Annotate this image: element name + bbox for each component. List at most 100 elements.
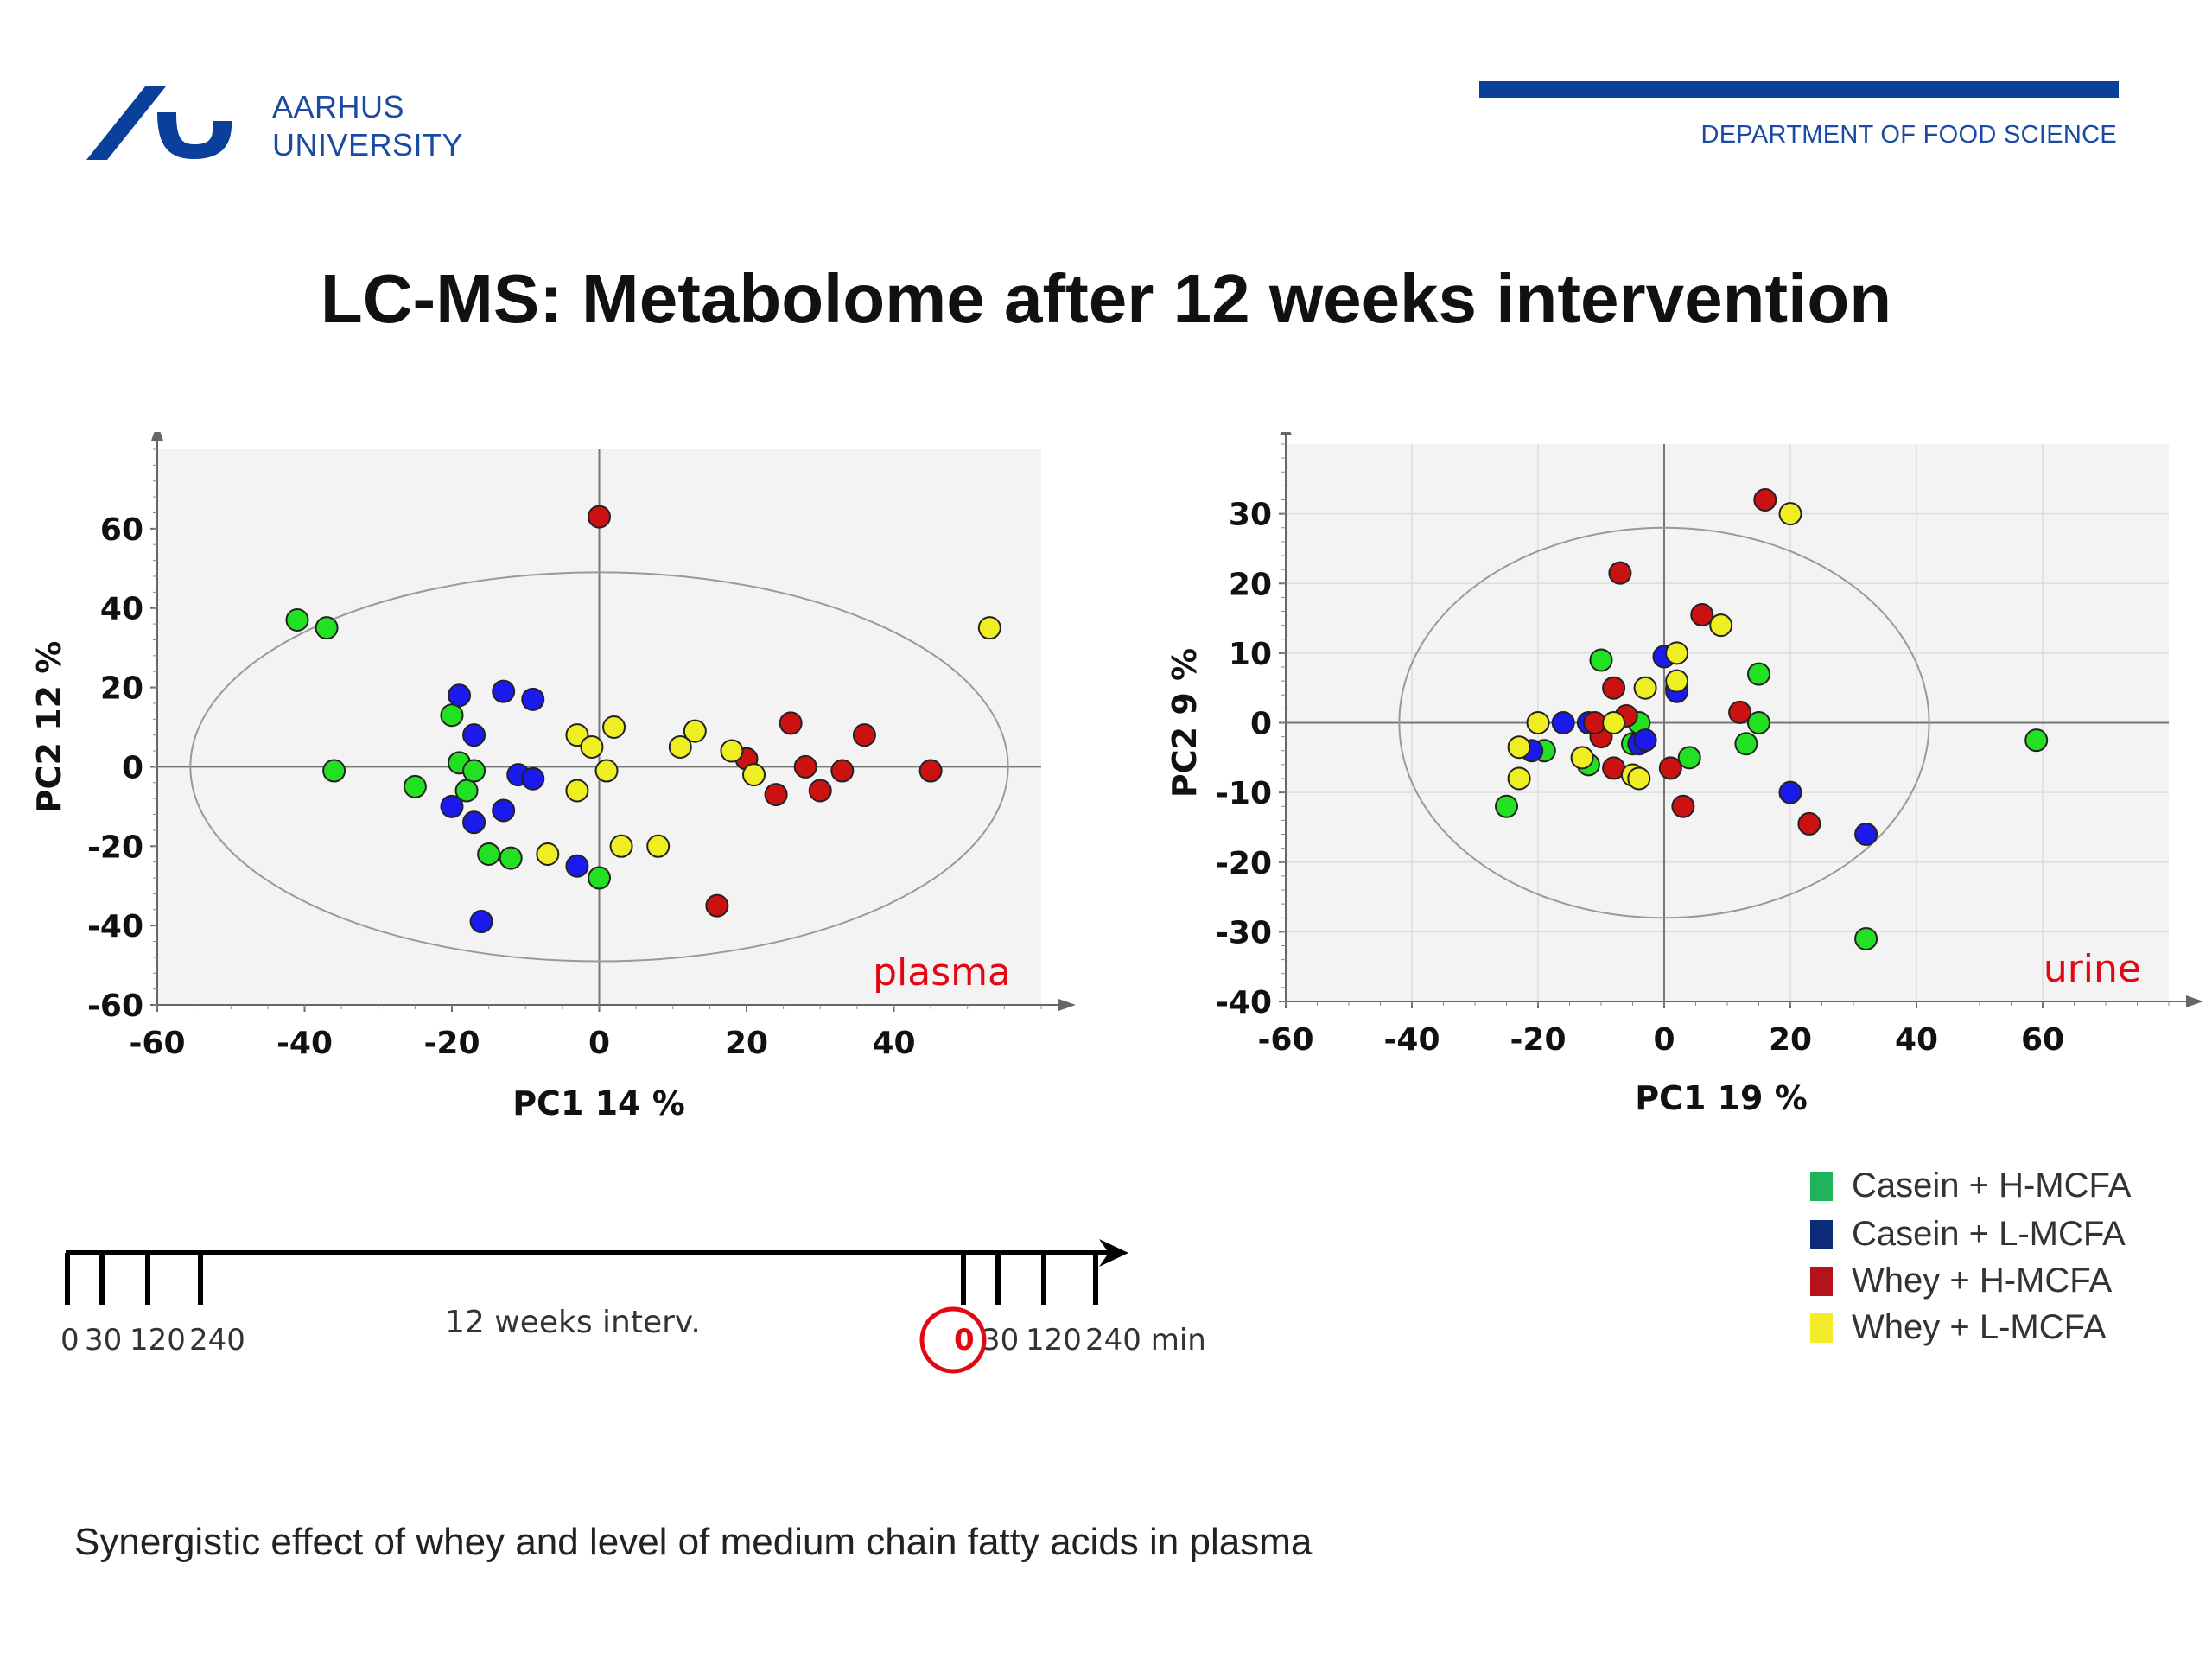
y-tick-label: -10 bbox=[1216, 776, 1272, 811]
y-axis-label: PC2 12 % bbox=[30, 641, 68, 814]
legend-label: Casein + H-MCFA bbox=[1852, 1166, 2132, 1205]
data-point bbox=[764, 783, 788, 807]
sampling-timeline: 0 30 120 240 12 weeks interv. 0 30 120 2… bbox=[60, 1239, 1206, 1374]
data-point bbox=[1671, 794, 1695, 818]
x-tick-label: -40 bbox=[276, 1026, 333, 1061]
legend-label: Casein + L-MCFA bbox=[1852, 1215, 2126, 1253]
timeline-label: 120 bbox=[1026, 1323, 1082, 1357]
data-point bbox=[609, 834, 633, 858]
x-tick-label: 40 bbox=[1895, 1022, 1938, 1058]
data-point bbox=[1602, 711, 1626, 734]
y-tick-label: 40 bbox=[100, 592, 143, 627]
legend-swatch bbox=[1810, 1219, 1833, 1249]
y-axis-arrow-icon bbox=[151, 432, 163, 441]
x-tick-label: -60 bbox=[1257, 1022, 1313, 1058]
data-point bbox=[1608, 561, 1632, 585]
data-point bbox=[521, 687, 545, 711]
data-point bbox=[1709, 613, 1733, 638]
confidence-ellipse bbox=[189, 571, 1009, 963]
data-point bbox=[492, 679, 516, 703]
data-point bbox=[565, 779, 589, 803]
legend-swatch bbox=[1810, 1266, 1833, 1296]
data-point bbox=[977, 616, 1001, 640]
data-point bbox=[668, 734, 692, 759]
data-point bbox=[315, 616, 339, 640]
legend-item-whey-h: Whey + H-MCFA bbox=[1810, 1262, 2112, 1300]
timeline-label: 30 bbox=[982, 1323, 1019, 1357]
confidence-ellipse bbox=[1398, 526, 1930, 919]
timeline-label: 0 bbox=[60, 1323, 79, 1357]
data-point bbox=[1633, 676, 1657, 700]
logo-text-line1: AARHUS bbox=[272, 89, 405, 124]
y-tick-label: -60 bbox=[87, 988, 143, 1024]
legend-swatch bbox=[1810, 1313, 1833, 1343]
y-tick-label: -20 bbox=[87, 830, 143, 865]
highlight-circle bbox=[919, 1306, 987, 1374]
y-axis-label: PC2 9 % bbox=[1166, 648, 1204, 798]
chart-annotation: plasma bbox=[873, 950, 1011, 995]
data-point bbox=[1677, 746, 1701, 770]
y-tick-label: 30 bbox=[1229, 498, 1272, 533]
department-name: DEPARTMENT OF FOOD SCIENCE bbox=[1700, 121, 2117, 149]
timeline-arrowhead-icon bbox=[1099, 1239, 1128, 1267]
data-point bbox=[521, 766, 545, 791]
data-point bbox=[469, 910, 493, 934]
data-point bbox=[462, 810, 486, 835]
x-tick-label: 60 bbox=[2021, 1022, 2064, 1058]
x-tick-label: -20 bbox=[1510, 1022, 1566, 1058]
data-point bbox=[1753, 488, 1777, 512]
y-tick-label: 0 bbox=[1250, 707, 1272, 742]
y-tick-label: 10 bbox=[1229, 637, 1272, 672]
data-point bbox=[852, 723, 876, 747]
data-point bbox=[602, 715, 626, 739]
timeline-label: 30 bbox=[85, 1323, 122, 1357]
data-point bbox=[1747, 711, 1770, 734]
data-point bbox=[1728, 700, 1752, 724]
y-tick-label: -30 bbox=[1216, 915, 1272, 950]
x-tick-label: 0 bbox=[588, 1026, 610, 1061]
timeline-label: 240 bbox=[189, 1323, 245, 1357]
data-point bbox=[1665, 669, 1689, 693]
data-point bbox=[808, 779, 832, 803]
data-point bbox=[322, 759, 346, 783]
data-point bbox=[1589, 648, 1613, 672]
data-point bbox=[1495, 794, 1518, 818]
data-point bbox=[779, 711, 803, 735]
data-point bbox=[565, 854, 589, 878]
data-point bbox=[720, 739, 744, 763]
data-point bbox=[448, 683, 472, 708]
y-tick-label: 60 bbox=[100, 512, 143, 548]
plasma-pca-chart: -60 -40 -20 0 20 40 -60 -40 -20 0 20 40 60 PC1 14 % PC… bbox=[30, 432, 1076, 1122]
data-point bbox=[440, 794, 464, 818]
legend-item-whey-l: Whey + L-MCFA bbox=[1810, 1308, 2107, 1347]
chart-annotation: urine bbox=[2044, 947, 2141, 991]
data-point bbox=[477, 842, 501, 866]
data-point bbox=[588, 866, 611, 890]
data-point bbox=[403, 774, 427, 798]
y-axis-arrow-icon bbox=[1280, 432, 1292, 435]
x-axis-arrow-icon bbox=[1058, 999, 1076, 1011]
legend-label: Whey + L-MCFA bbox=[1852, 1308, 2107, 1346]
data-point bbox=[1854, 926, 1878, 950]
legend-item-casein-h: Casein + H-MCFA bbox=[1810, 1166, 2131, 1205]
header-rule bbox=[1479, 81, 2119, 98]
slide-title: LC-MS: Metabolome after 12 weeks interve… bbox=[320, 260, 1892, 337]
timeline-label: 120 bbox=[130, 1323, 186, 1357]
y-tick-label: 20 bbox=[1229, 567, 1272, 602]
x-tick-label: -20 bbox=[423, 1026, 480, 1061]
data-point bbox=[440, 703, 464, 728]
data-point bbox=[1778, 502, 1802, 526]
legend-item-casein-l: Casein + L-MCFA bbox=[1810, 1215, 2126, 1254]
data-point bbox=[580, 734, 604, 759]
legend-swatch bbox=[1810, 1171, 1833, 1201]
data-point bbox=[588, 505, 611, 529]
x-axis-label: PC1 14 % bbox=[512, 1084, 685, 1122]
data-point bbox=[793, 754, 817, 779]
x-axis-label: PC1 19 % bbox=[1635, 1079, 1808, 1117]
data-point bbox=[742, 763, 766, 787]
data-point bbox=[1797, 811, 1821, 836]
data-point bbox=[1633, 728, 1657, 753]
data-point bbox=[705, 893, 729, 918]
x-axis-arrow-icon bbox=[2186, 995, 2203, 1007]
